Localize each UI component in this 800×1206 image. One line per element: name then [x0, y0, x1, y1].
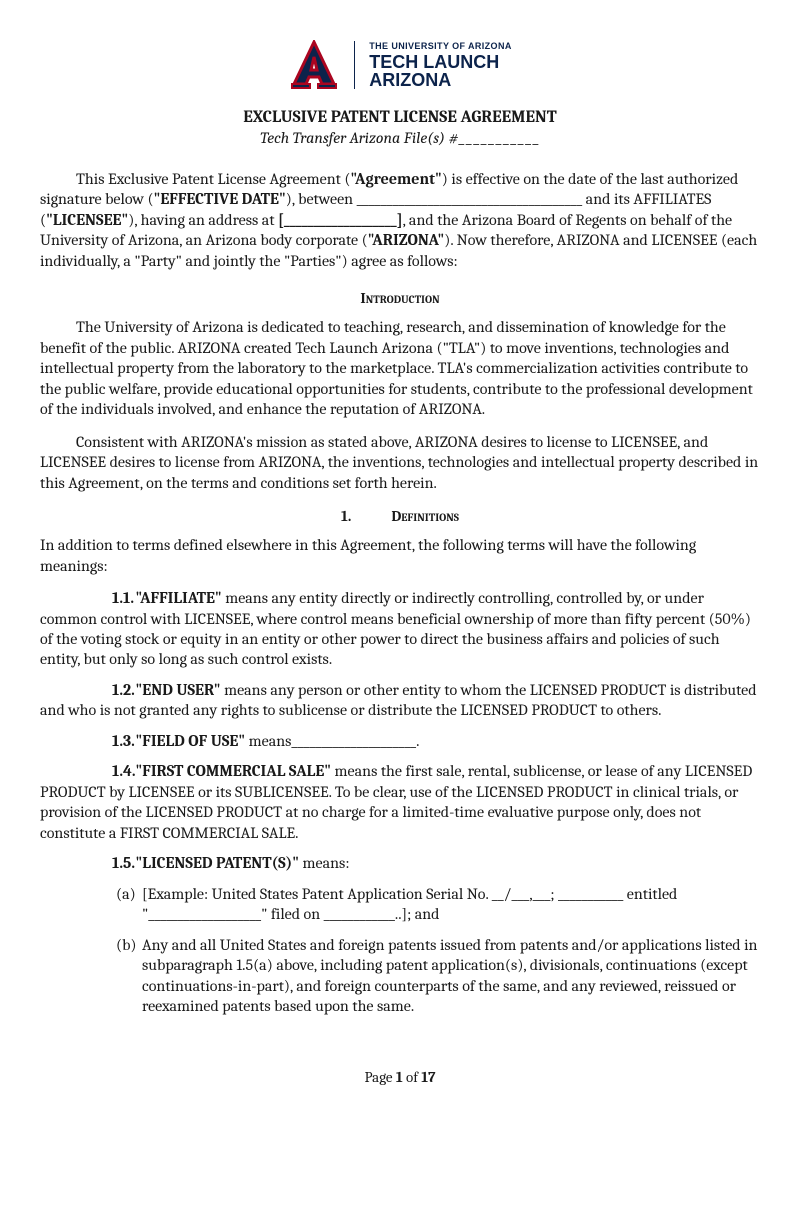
def-term-affiliate: "AFFILIATE" [136, 589, 222, 607]
definition-1-5: 1.5. "LICENSED PATENT(S)" means: [40, 853, 760, 873]
introduction-para-2: Consistent with ARIZONA's mission as sta… [40, 432, 760, 493]
def-body: means: [299, 854, 350, 872]
term-licensee: "LICENSEE" [46, 211, 128, 229]
document-title: EXCLUSIVE PATENT LICENSE AGREEMENT [40, 108, 760, 127]
footer-mid: of [403, 1068, 422, 1086]
definition-1-4: 1.4. "FIRST COMMERCIAL SALE" means the f… [40, 761, 760, 843]
logo-line3: ARIZONA [369, 71, 512, 89]
introduction-heading: Introduction [40, 289, 760, 307]
logo-block: THE UNIVERSITY OF ARIZONA TECH LAUNCH AR… [40, 40, 760, 90]
sublist-marker: (b) [116, 935, 142, 955]
term-agreement: "Agreement" [350, 170, 441, 188]
def-body: means_____________________. [245, 732, 419, 750]
def-term-licensed-patents: "LICENSED PATENT(S)" [136, 854, 299, 872]
def-term-end-user: "END USER" [136, 681, 221, 699]
page-number: 1 [396, 1068, 403, 1086]
def-num: 1.1. [76, 588, 132, 608]
footer-pre: Page [364, 1068, 395, 1086]
definitions-number: 1. [341, 507, 351, 525]
definitions-label: Definitions [391, 507, 459, 525]
sublist-body: [Example: United States Patent Applicati… [142, 885, 677, 923]
term-effective-date: "EFFECTIVE DATE" [154, 190, 286, 208]
opening-paragraph: This Exclusive Patent License Agreement … [40, 169, 760, 271]
definition-1-3: 1.3. "FIELD OF USE" means_______________… [40, 731, 760, 751]
introduction-para-1: The University of Arizona is dedicated t… [40, 317, 760, 419]
document-subtitle: Tech Transfer Arizona File(s) #_________… [40, 129, 760, 147]
definitions-heading: 1. Definitions [40, 507, 760, 525]
sublist-marker: (a) [116, 884, 142, 904]
def-num: 1.3. [76, 731, 132, 751]
definition-1-5-sublist: (a)[Example: United States Patent Applic… [116, 884, 760, 1017]
logo-divider [354, 41, 355, 89]
def-term-field-of-use: "FIELD OF USE" [136, 732, 246, 750]
page-total: 17 [421, 1068, 435, 1086]
definitions-intro: In addition to terms defined elsewhere i… [40, 535, 760, 576]
def-num: 1.4. [76, 761, 132, 781]
definition-1-2: 1.2. "END USER" means any person or othe… [40, 680, 760, 721]
term-arizona: "ARIZONA" [368, 231, 444, 249]
definition-1-1: 1.1. "AFFILIATE" means any entity direct… [40, 588, 760, 670]
logo-text-block: THE UNIVERSITY OF ARIZONA TECH LAUNCH AR… [369, 42, 512, 89]
sublist-item-a: (a)[Example: United States Patent Applic… [116, 884, 760, 925]
text: This Exclusive Patent License Agreement … [76, 170, 350, 188]
logo-line1: THE UNIVERSITY OF ARIZONA [369, 42, 512, 51]
address-blank: [___________________] [278, 211, 403, 229]
def-term-first-commercial-sale: "FIRST COMMERCIAL SALE" [136, 762, 332, 780]
sublist-body: Any and all United States and foreign pa… [142, 936, 757, 1015]
sublist-item-b: (b)Any and all United States and foreign… [116, 935, 760, 1017]
document-page: THE UNIVERSITY OF ARIZONA TECH LAUNCH AR… [0, 0, 800, 1116]
logo-line2: TECH LAUNCH [369, 53, 512, 71]
text: ), having an address at [128, 211, 278, 229]
arizona-a-logo-icon [288, 40, 340, 90]
def-num: 1.2. [76, 680, 132, 700]
def-num: 1.5. [76, 853, 132, 873]
page-footer: Page 1 of 17 [40, 1068, 760, 1086]
